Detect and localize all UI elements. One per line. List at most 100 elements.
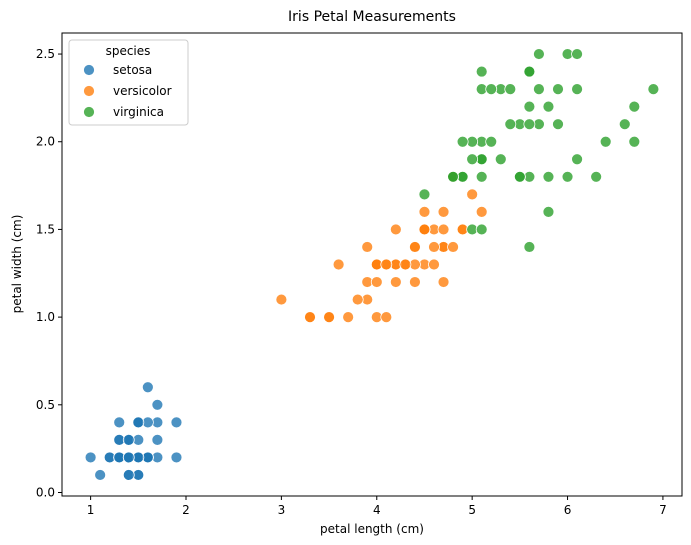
point-virginica bbox=[599, 135, 612, 148]
point-versicolor bbox=[409, 276, 421, 288]
point-virginica bbox=[542, 170, 555, 183]
point-virginica bbox=[504, 118, 517, 131]
y-tick-label: 0.5 bbox=[36, 398, 55, 412]
legend-label-versicolor: versicolor bbox=[113, 84, 172, 98]
point-virginica bbox=[475, 65, 488, 78]
y-tick-label: 2.5 bbox=[36, 47, 55, 61]
point-virginica bbox=[485, 135, 498, 148]
point-versicolor bbox=[323, 311, 335, 324]
point-setosa bbox=[113, 416, 126, 429]
point-setosa bbox=[141, 381, 154, 394]
point-virginica bbox=[523, 241, 536, 253]
point-virginica bbox=[561, 170, 574, 183]
point-virginica bbox=[571, 153, 583, 166]
point-versicolor bbox=[342, 311, 355, 324]
point-setosa bbox=[151, 433, 164, 446]
point-virginica bbox=[628, 100, 641, 113]
legend-marker-setosa bbox=[83, 64, 95, 76]
point-setosa bbox=[122, 433, 135, 446]
point-setosa bbox=[170, 416, 183, 429]
point-setosa bbox=[122, 469, 135, 481]
x-axis-label: petal length (cm) bbox=[320, 522, 424, 536]
point-versicolor bbox=[275, 293, 288, 306]
point-versicolor bbox=[466, 188, 479, 201]
point-setosa bbox=[122, 451, 135, 464]
point-versicolor bbox=[304, 311, 316, 324]
point-versicolor bbox=[437, 223, 450, 236]
point-versicolor bbox=[380, 258, 393, 271]
point-versicolor bbox=[389, 223, 402, 236]
x-tick-label: 6 bbox=[564, 503, 572, 517]
point-virginica bbox=[571, 48, 583, 60]
point-virginica bbox=[504, 83, 517, 96]
point-virginica bbox=[475, 223, 488, 236]
point-versicolor bbox=[418, 223, 431, 236]
x-tick-label: 2 bbox=[182, 503, 190, 517]
legend-entry-setosa: setosa bbox=[83, 63, 152, 77]
y-axis-label: petal width (cm) bbox=[10, 215, 24, 314]
point-virginica bbox=[647, 83, 660, 96]
point-versicolor bbox=[409, 241, 421, 253]
point-virginica bbox=[533, 48, 545, 60]
point-virginica bbox=[571, 83, 583, 96]
point-virginica bbox=[628, 135, 641, 148]
point-virginica bbox=[418, 188, 431, 201]
legend: species setosa versicolor virginica bbox=[68, 39, 189, 126]
point-setosa bbox=[170, 451, 183, 464]
point-versicolor bbox=[389, 276, 402, 288]
point-versicolor bbox=[332, 258, 345, 271]
point-versicolor bbox=[370, 276, 383, 288]
point-virginica bbox=[494, 153, 507, 166]
point-virginica bbox=[552, 118, 564, 131]
point-virginica bbox=[447, 170, 459, 183]
point-setosa bbox=[84, 451, 97, 464]
y-tick-label: 1.5 bbox=[36, 222, 55, 236]
point-setosa bbox=[151, 398, 164, 411]
x-tick-label: 3 bbox=[278, 503, 286, 517]
legend-title: species bbox=[106, 44, 151, 58]
point-setosa bbox=[132, 416, 145, 429]
point-virginica bbox=[552, 83, 564, 96]
y-axis: 0.0 0.5 1.0 1.5 2.0 2.5 bbox=[36, 47, 62, 499]
point-versicolor bbox=[437, 205, 450, 218]
point-virginica bbox=[485, 83, 498, 96]
series-virginica bbox=[418, 48, 660, 253]
point-virginica bbox=[542, 205, 555, 218]
point-virginica bbox=[523, 100, 536, 113]
points-layer bbox=[84, 48, 660, 481]
point-versicolor bbox=[380, 311, 393, 324]
point-virginica bbox=[456, 135, 469, 148]
point-versicolor bbox=[361, 241, 374, 253]
point-virginica bbox=[618, 118, 631, 131]
x-tick-label: 1 bbox=[87, 503, 95, 517]
y-tick-label: 2.0 bbox=[36, 135, 55, 149]
point-versicolor bbox=[399, 258, 412, 271]
x-tick-label: 4 bbox=[373, 503, 381, 517]
point-virginica bbox=[542, 100, 555, 113]
legend-label-setosa: setosa bbox=[113, 63, 152, 77]
plot-frame bbox=[61, 32, 683, 497]
point-virginica bbox=[513, 170, 526, 183]
point-versicolor bbox=[447, 241, 459, 253]
point-virginica bbox=[523, 65, 536, 78]
point-virginica bbox=[466, 153, 479, 166]
point-virginica bbox=[523, 118, 536, 131]
point-virginica bbox=[475, 170, 488, 183]
point-versicolor bbox=[428, 241, 440, 253]
legend-marker-versicolor bbox=[83, 85, 95, 97]
point-versicolor bbox=[428, 258, 440, 271]
x-tick-label: 5 bbox=[468, 503, 476, 517]
legend-entry-versicolor: versicolor bbox=[83, 84, 172, 98]
legend-marker-virginica bbox=[83, 106, 95, 118]
point-versicolor bbox=[351, 293, 364, 306]
point-virginica bbox=[533, 83, 545, 96]
point-versicolor bbox=[418, 205, 431, 218]
x-tick-label: 7 bbox=[659, 503, 667, 517]
series-setosa bbox=[84, 381, 183, 481]
point-virginica bbox=[590, 170, 603, 183]
legend-entry-virginica: virginica bbox=[83, 105, 164, 119]
legend-box bbox=[68, 39, 189, 126]
chart-title: Iris Petal Measurements bbox=[288, 9, 456, 25]
y-tick-label: 1.0 bbox=[36, 310, 55, 324]
